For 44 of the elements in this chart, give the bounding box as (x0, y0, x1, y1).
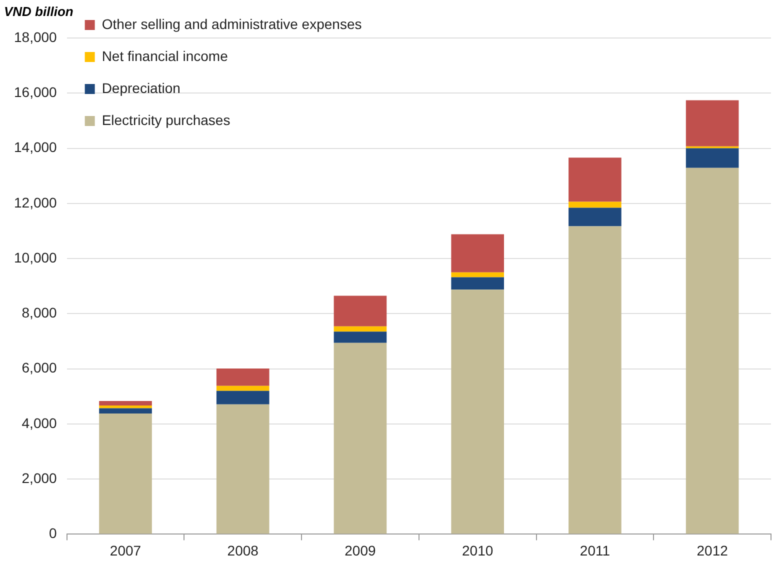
bar (99, 401, 152, 406)
y-tick-label: 6,000 (22, 360, 58, 376)
y-tick-label: 14,000 (14, 139, 58, 156)
bar (334, 332, 387, 343)
bar (216, 386, 270, 391)
bar (451, 290, 504, 534)
bar (568, 226, 622, 534)
x-tick-label: 2011 (580, 542, 610, 558)
bar (686, 168, 739, 534)
bar (99, 413, 152, 534)
bar (451, 234, 504, 272)
y-tick-label: 16,000 (14, 84, 58, 100)
bar (334, 326, 387, 332)
bar (216, 390, 270, 404)
legend-label: Electricity purchases (102, 112, 230, 128)
y-axis-title: VND billion (4, 4, 74, 20)
y-tick-label: 4,000 (22, 414, 58, 431)
x-tick-label: 2009 (344, 542, 376, 558)
bar (686, 148, 739, 168)
bar (568, 202, 622, 208)
x-tick-label: 2012 (696, 542, 728, 558)
y-tick-label: 10,000 (14, 249, 58, 266)
bar (216, 368, 270, 386)
bar (334, 342, 387, 534)
bar (99, 405, 152, 408)
y-tick-label: 18,000 (14, 28, 58, 45)
x-tick-label: 2010 (462, 542, 494, 558)
bar (451, 277, 504, 290)
legend-label: Other selling and administrative expenses (102, 16, 362, 32)
y-tick-label: 12,000 (14, 194, 58, 210)
x-tick-label: 2007 (110, 542, 142, 558)
x-tick-label: 2008 (227, 542, 259, 558)
bar (99, 408, 152, 414)
bar (568, 208, 622, 226)
bar (334, 296, 387, 326)
y-tick-label: 2,000 (22, 470, 58, 486)
y-tick-label: 8,000 (22, 304, 58, 321)
bar (216, 404, 270, 534)
legend-label: Depreciation (102, 80, 180, 96)
bar (686, 100, 739, 146)
bar (451, 272, 504, 278)
y-tick-label: 0 (49, 525, 58, 542)
bar (568, 158, 622, 202)
legend-label: Net financial income (102, 48, 228, 64)
